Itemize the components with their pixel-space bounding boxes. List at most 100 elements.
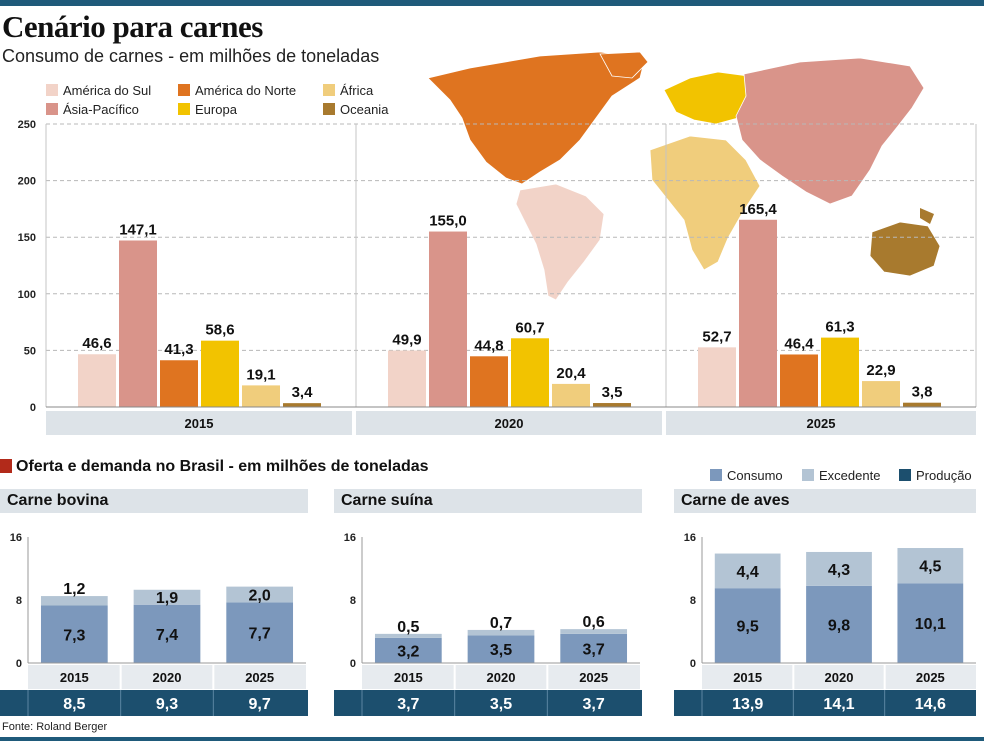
data-label: 3,8 <box>912 384 933 401</box>
regional-consumption-chart: 0 50 100 150 200 250 2015 2020 2025 46,6 49,9 52,7 1… <box>18 119 977 435</box>
bar <box>739 219 777 407</box>
data-label-consumo: 10,1 <box>915 616 946 633</box>
bar-excedente <box>714 553 781 589</box>
y-tick-label: 50 <box>24 345 36 357</box>
data-label-consumo: 7,7 <box>249 626 271 643</box>
category-strip <box>702 665 976 689</box>
legend-label: América do Norte <box>195 83 297 98</box>
carne-de-aves-chart: 0 8 16 9,5 4,4 2015 13,9 9,8 4,3 2020 14,1 10,1 4,5 2… <box>674 532 976 716</box>
y-tick-label: 16 <box>684 532 696 544</box>
legend-swatch <box>178 103 190 115</box>
carne-bovina-chart: 0 8 16 7,3 1,2 2015 8,5 7,4 1,9 2020 9,3 7,7 2,0 2025… <box>0 532 308 716</box>
bar <box>429 231 467 407</box>
bar-consumo <box>560 633 628 663</box>
data-label-excedente: 1,9 <box>156 590 178 607</box>
bar <box>119 240 157 407</box>
data-label-excedente: 0,5 <box>397 619 419 636</box>
data-label-excedente: 0,7 <box>490 615 512 632</box>
data-label-excedente: 4,5 <box>919 559 941 576</box>
production-value: 9,3 <box>156 696 178 713</box>
bar-consumo <box>467 635 535 663</box>
production-value: 14,1 <box>823 696 854 713</box>
data-label-excedente: 0,6 <box>583 614 605 631</box>
legend-europa: Europa <box>178 102 237 117</box>
bar <box>388 350 426 407</box>
data-label: 155,0 <box>429 213 467 230</box>
legend-america-do-sul: América do Sul <box>46 83 151 98</box>
data-label-consumo: 7,3 <box>63 627 85 644</box>
y-tick-label: 8 <box>16 595 22 607</box>
legend-label: Ásia-Pacífico <box>63 102 139 117</box>
data-label: 44,8 <box>474 337 503 354</box>
bar-consumo <box>897 583 964 663</box>
x-tick-label: 2020 <box>153 670 182 685</box>
legend-swatch <box>323 103 335 115</box>
legend-asia-pacifico: Ásia-Pacífico <box>46 102 139 117</box>
data-label-consumo: 9,8 <box>828 617 850 634</box>
production-value: 3,5 <box>490 696 512 713</box>
data-label: 58,6 <box>205 322 234 339</box>
category-strip <box>356 411 662 435</box>
y-tick-label: 16 <box>10 532 22 544</box>
data-label: 19,1 <box>246 366 275 383</box>
data-label: 60,7 <box>515 319 544 336</box>
panel-title-bovina: Carne bovina <box>0 489 308 513</box>
data-label: 3,4 <box>292 384 314 401</box>
map-south-america <box>515 183 605 301</box>
x-tick-label: 2015 <box>733 670 762 685</box>
legend-label: Europa <box>195 102 237 117</box>
bar-excedente <box>40 596 108 606</box>
data-label-consumo: 3,5 <box>490 642 512 659</box>
legend-swatch <box>46 103 58 115</box>
legend-swatch <box>802 469 814 481</box>
bar-excedente <box>226 586 294 603</box>
source-note: Fonte: Roland Berger <box>2 721 108 733</box>
bar-consumo <box>226 602 294 663</box>
data-label-excedente: 4,3 <box>828 562 850 579</box>
map-north-america <box>427 51 646 185</box>
production-value: 3,7 <box>397 696 419 713</box>
legend-excedente: Excedente <box>802 468 880 483</box>
bar <box>698 347 736 407</box>
data-label: 147,1 <box>119 221 157 238</box>
top-rule <box>0 0 984 6</box>
legend-swatch <box>899 469 911 481</box>
x-tick-label: 2025 <box>916 670 945 685</box>
bar <box>862 381 900 407</box>
x-tick-label: 2025 <box>579 670 608 685</box>
map-africa <box>649 135 761 271</box>
data-label-consumo: 3,2 <box>397 643 419 660</box>
data-label-excedente: 4,4 <box>737 564 759 581</box>
legend-label: América do Sul <box>63 83 152 98</box>
bottom-rule <box>0 737 984 741</box>
y-tick-label: 100 <box>18 289 36 301</box>
data-label-consumo: 3,7 <box>583 641 605 658</box>
page-title: Cenário para carnes <box>2 9 263 44</box>
legend-label: Consumo <box>727 468 783 483</box>
production-strip <box>334 690 642 716</box>
brazil-title-text: Oferta e demanda no Brasil - em milhões … <box>16 458 429 475</box>
y-tick-label: 0 <box>690 658 696 670</box>
bar <box>511 338 549 407</box>
x-tick-label: 2015 <box>185 416 214 431</box>
legend-consumo: Consumo <box>710 468 783 483</box>
production-value: 13,9 <box>732 696 763 713</box>
bar <box>821 337 859 407</box>
bar-excedente <box>560 629 628 634</box>
bar <box>78 354 116 407</box>
legend-swatch <box>710 469 722 481</box>
page-subtitle: Consumo de carnes - em milhões de tonela… <box>2 46 380 66</box>
legend-label: Excedente <box>819 468 881 483</box>
data-label: 61,3 <box>825 319 854 336</box>
data-label: 3,5 <box>602 384 623 401</box>
y-tick-label: 16 <box>344 532 356 544</box>
category-strip <box>28 665 306 689</box>
legend-swatch <box>323 84 335 96</box>
bar <box>201 340 239 407</box>
legend-label: Oceania <box>340 102 389 117</box>
bar <box>552 383 590 407</box>
data-label-excedente: 2,0 <box>249 587 271 604</box>
y-tick-label: 200 <box>18 176 36 188</box>
y-tick-label: 0 <box>30 402 36 414</box>
